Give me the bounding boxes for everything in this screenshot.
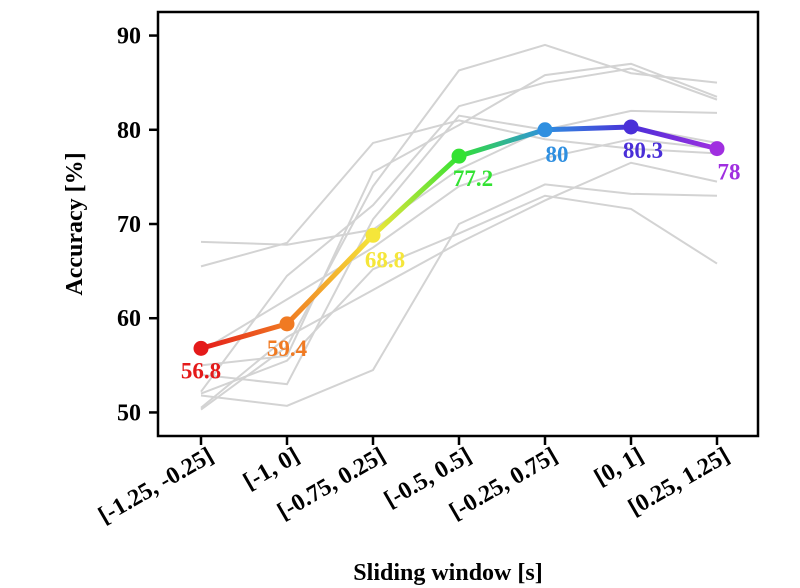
x-axis-ticks: [-1.25, -0.25] [-1, 0][-0.75, 0.25][-0.5,… <box>94 436 734 529</box>
main-series-points <box>193 119 725 356</box>
background-series-line-3 <box>200 62 718 367</box>
y-axis-title: Accuracy [%] <box>62 152 88 295</box>
background-series-line-6 <box>200 109 718 386</box>
data-label-3: 68.8 <box>365 247 405 272</box>
data-point-1 <box>193 340 209 356</box>
background-series-line-5 <box>200 43 718 411</box>
main-series-segment-5 <box>542 124 634 133</box>
background-series-group <box>200 43 718 411</box>
y-tick-label: 60 <box>117 306 141 332</box>
x-axis-title: Sliding window [s] <box>353 560 542 586</box>
y-axis-ticks: 50 60 70 80 90 <box>117 24 158 426</box>
main-series-segment-1 <box>198 321 290 351</box>
y-tick-label: 90 <box>117 24 141 50</box>
data-point-4 <box>451 148 467 164</box>
data-point-7 <box>709 141 725 157</box>
main-series-segment-3 <box>370 153 462 238</box>
data-label-6: 80.3 <box>623 138 663 163</box>
background-series-line-10 <box>200 138 718 353</box>
background-series-line-8 <box>200 194 718 395</box>
data-point-2 <box>279 316 295 332</box>
background-series-line-4 <box>200 67 718 393</box>
data-label-4: 77.2 <box>453 166 493 191</box>
data-label-1: 56.8 <box>181 358 221 383</box>
background-series-line-7 <box>200 183 718 407</box>
data-labels-group: 56.8 59.4 68.8 77.2 80 80.3 78 <box>181 138 741 383</box>
data-label-7: 78 <box>718 160 741 185</box>
y-tick-label: 50 <box>117 400 141 426</box>
x-tick-label: [-1.25, -0.25] <box>94 443 218 530</box>
x-tick-label: [0, 1] <box>590 443 648 492</box>
data-point-3 <box>365 227 381 243</box>
data-label-2: 59.4 <box>267 336 308 361</box>
data-point-5 <box>537 122 553 138</box>
x-tick-label: [-1, 0] <box>239 443 304 496</box>
y-tick-label: 80 <box>117 118 141 144</box>
background-series-line-9 <box>200 161 718 409</box>
main-series-segment-2 <box>284 232 376 327</box>
data-label-5: 80 <box>546 142 569 167</box>
main-series-segment-6 <box>628 124 720 152</box>
main-series-segment-4 <box>456 127 548 159</box>
background-series-line-2 <box>200 119 718 268</box>
y-tick-label: 70 <box>117 212 141 238</box>
data-point-6 <box>623 119 639 135</box>
main-series-group <box>198 124 720 351</box>
